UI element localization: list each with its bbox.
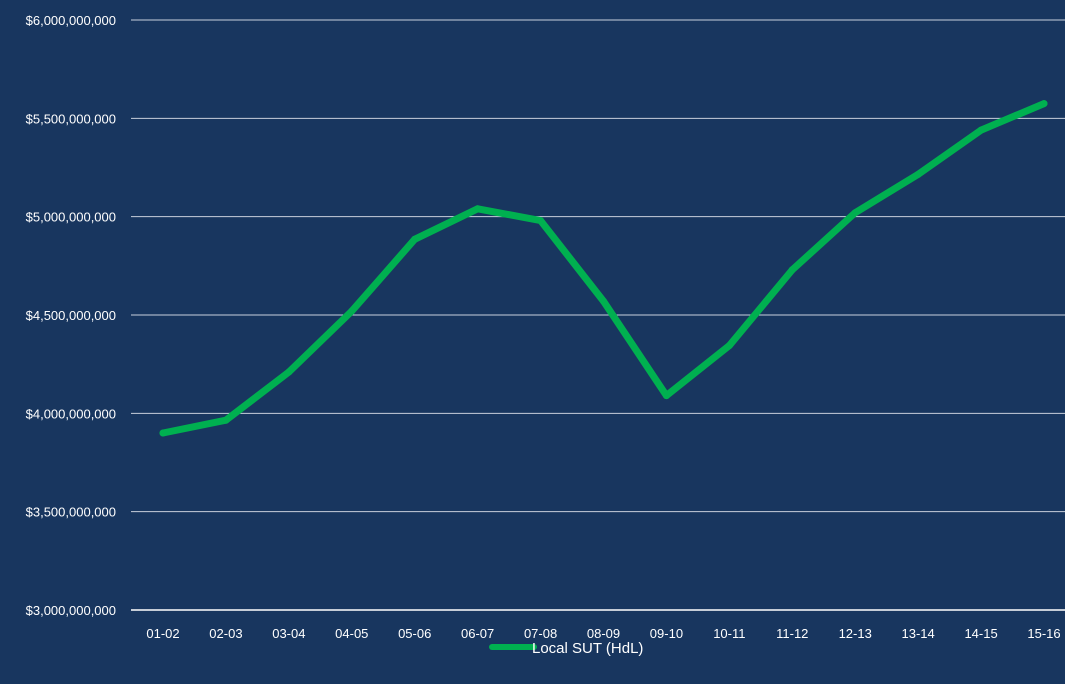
legend: Local SUT (HdL) xyxy=(489,640,643,657)
x-tick-label: 10-11 xyxy=(713,626,745,641)
x-tick-label: 03-04 xyxy=(272,626,305,641)
y-tick-label: $4,500,000,000 xyxy=(26,308,116,323)
gridlines xyxy=(131,19,1065,611)
x-tick-label: 08-09 xyxy=(587,626,620,641)
y-tick-label: $6,000,000,000 xyxy=(26,13,116,28)
y-axis-tick-labels: $3,000,000,000 $3,500,000,000 $4,000,000,0… xyxy=(26,13,116,618)
y-tick-label: $3,000,000,000 xyxy=(26,603,116,618)
y-tick-label: $5,000,000,000 xyxy=(26,210,116,225)
x-tick-label: 11-12 xyxy=(776,626,808,641)
series-group xyxy=(159,100,1048,437)
data-point xyxy=(788,266,796,274)
y-tick-label: $3,500,000,000 xyxy=(26,505,116,520)
y-tick-label: $4,000,000,000 xyxy=(26,406,116,421)
data-point xyxy=(411,235,419,243)
data-point xyxy=(662,392,670,400)
data-point xyxy=(600,297,607,305)
x-tick-label: 02-03 xyxy=(209,626,242,641)
data-point xyxy=(348,307,356,315)
x-tick-label: 05-06 xyxy=(398,626,431,641)
x-tick-label: 01-02 xyxy=(146,626,179,641)
data-point xyxy=(285,368,293,376)
data-point xyxy=(851,209,859,217)
data-point xyxy=(474,205,482,213)
data-point xyxy=(1040,100,1048,108)
x-tick-label: 09-10 xyxy=(650,626,683,641)
x-tick-label: 15-16 xyxy=(1027,626,1060,641)
y-tick-label: $5,500,000,000 xyxy=(26,111,116,126)
data-point xyxy=(159,429,167,437)
data-point xyxy=(977,126,985,134)
data-point xyxy=(537,217,545,225)
x-tick-label: 06-07 xyxy=(461,626,494,641)
legend-label-local-sut: Local SUT (HdL) xyxy=(532,640,643,657)
x-tick-label: 14-15 xyxy=(964,626,997,641)
x-tick-label: 13-14 xyxy=(902,626,935,641)
data-point xyxy=(725,341,733,349)
x-tick-label: 07-08 xyxy=(524,626,557,641)
data-point xyxy=(914,170,922,178)
x-tick-label: 12-13 xyxy=(839,626,872,641)
data-point xyxy=(222,416,230,424)
x-axis-tick-labels: 01-02 02-03 03-04 04-05 05-06 06-07 07-08 08-09… xyxy=(146,626,1060,641)
x-tick-label: 04-05 xyxy=(335,626,368,641)
